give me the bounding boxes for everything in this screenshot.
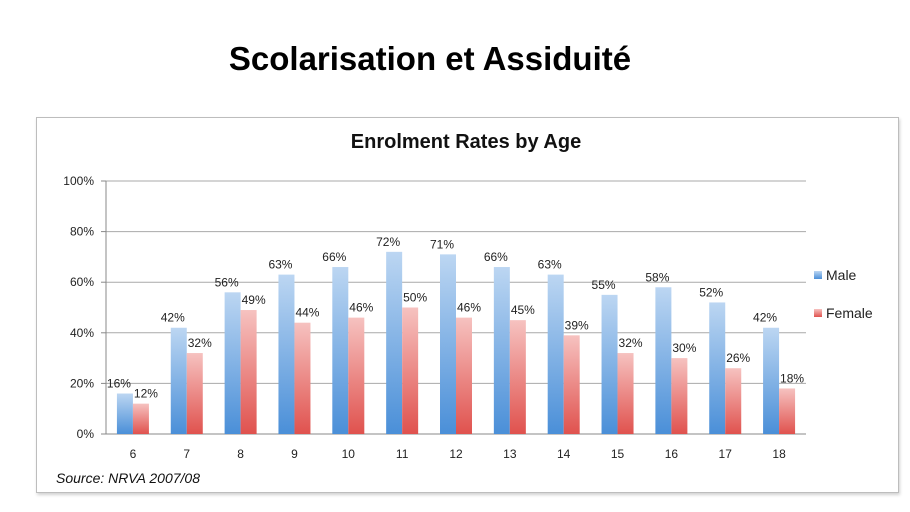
x-tick-label: 9 <box>291 447 298 461</box>
data-label-male: 63% <box>538 258 562 272</box>
data-label-male: 55% <box>592 278 616 292</box>
y-tick-label: 60% <box>70 275 94 289</box>
data-label-female: 49% <box>242 293 266 307</box>
bar-female <box>240 310 257 434</box>
data-label-male: 71% <box>430 237 454 251</box>
data-label-male: 16% <box>107 377 131 391</box>
x-tick-label: 17 <box>719 447 733 461</box>
data-label-female: 26% <box>726 351 750 365</box>
x-tick-label: 11 <box>396 447 409 461</box>
legend-label-female: Female <box>826 305 873 321</box>
bar-male <box>116 393 133 434</box>
slide-title: Scolarisation et Assiduité <box>228 40 632 77</box>
y-axis-ticks: 0% 20% 40% 60% 80% 100% <box>63 174 94 441</box>
bar-male <box>763 327 780 434</box>
bar-male <box>278 274 295 434</box>
legend-swatch-female <box>814 309 822 317</box>
bar-female <box>779 388 796 434</box>
data-labels: 16%12%42%32%56%49%63%44%66%46%72%50%71%4… <box>107 235 805 401</box>
bar-female <box>132 403 149 434</box>
x-tick-label: 13 <box>503 447 517 461</box>
data-label-female: 50% <box>403 291 427 305</box>
x-axis-ticks: 6 7 8 9 10 11 12 13 14 15 16 17 18 <box>130 447 786 461</box>
bar-female <box>294 322 311 434</box>
data-label-male: 42% <box>161 311 185 325</box>
data-label-male: 42% <box>753 311 777 325</box>
data-label-male: 63% <box>268 258 292 272</box>
bar-male <box>493 267 510 434</box>
x-tick-label: 6 <box>130 447 137 461</box>
bar-female <box>402 307 419 434</box>
bar-female <box>509 320 526 434</box>
bars <box>116 251 796 434</box>
legend-label-male: Male <box>826 267 857 283</box>
bar-female <box>186 353 203 434</box>
data-label-female: 44% <box>295 306 319 320</box>
bar-male <box>655 287 672 434</box>
y-tick-label: 100% <box>63 174 94 188</box>
bar-male <box>332 267 349 434</box>
x-tick-label: 7 <box>183 447 190 461</box>
bar-female <box>348 317 365 434</box>
bar-male <box>170 327 187 434</box>
data-label-female: 30% <box>672 341 696 355</box>
legend: Male Female <box>814 267 873 321</box>
x-tick-label: 14 <box>557 447 571 461</box>
y-tick-label: 20% <box>70 376 94 390</box>
bar-female <box>617 353 634 434</box>
data-label-female: 39% <box>565 318 589 332</box>
data-label-male: 72% <box>376 235 400 249</box>
data-label-female: 45% <box>511 303 535 317</box>
chart-title: Enrolment Rates by Age <box>351 131 581 153</box>
data-label-female: 46% <box>457 301 481 315</box>
x-tick-label: 16 <box>665 447 679 461</box>
data-label-female: 46% <box>349 301 373 315</box>
data-label-male: 52% <box>699 285 723 299</box>
y-tick-label: 80% <box>70 225 94 239</box>
data-label-female: 32% <box>188 336 212 350</box>
data-label-male: 66% <box>484 250 508 264</box>
bar-female <box>456 317 472 434</box>
x-tick-label: 15 <box>611 447 625 461</box>
source-note: Source: NRVA 2007/08 <box>56 470 200 486</box>
bar-male <box>440 254 456 434</box>
legend-swatch-male <box>814 271 822 279</box>
x-tick-label: 10 <box>342 447 356 461</box>
data-label-female: 32% <box>619 336 643 350</box>
x-tick-label: 12 <box>449 447 463 461</box>
x-tick-label: 18 <box>772 447 786 461</box>
bar-female <box>671 358 688 434</box>
bar-male <box>709 302 726 434</box>
x-tick-label: 8 <box>237 447 244 461</box>
bar-female <box>725 368 742 434</box>
data-label-male: 66% <box>322 250 346 264</box>
data-label-female: 18% <box>780 371 804 385</box>
bar-male <box>224 292 241 434</box>
bar-female <box>563 335 580 434</box>
data-label-male: 58% <box>645 270 669 284</box>
data-label-male: 56% <box>215 275 239 289</box>
bar-male <box>601 294 618 434</box>
bar-male <box>547 274 564 434</box>
bar-male <box>386 251 403 434</box>
y-tick-label: 40% <box>70 326 94 340</box>
data-label-female: 12% <box>134 387 158 401</box>
y-tick-label: 0% <box>77 427 95 441</box>
